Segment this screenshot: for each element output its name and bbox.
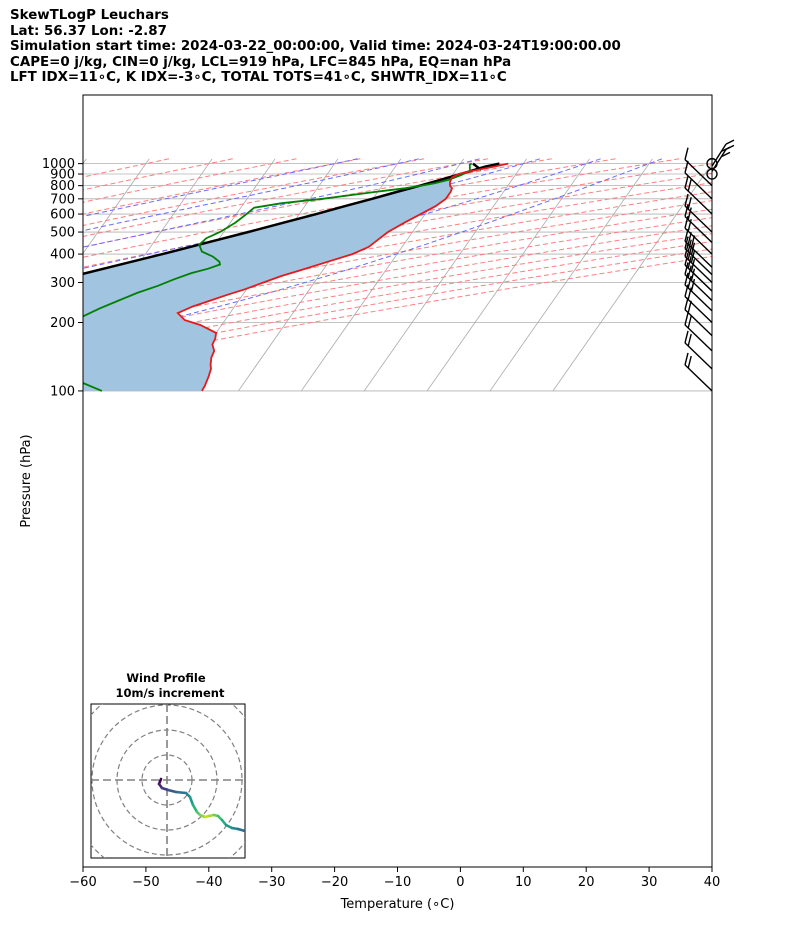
dewpoint-line [83, 162, 473, 392]
hodograph-trace [166, 788, 178, 794]
moist-adiabat [83, 158, 420, 232]
hodograph-trace [188, 795, 195, 807]
x-tick-label: −40 [195, 875, 222, 890]
y-tick-label: 700 [50, 192, 75, 207]
title-location: Lat: 56.37 Lon: -2.87 [10, 23, 167, 39]
x-tick-label: 30 [641, 875, 658, 890]
wind-barb [684, 147, 713, 187]
isotherm-line [0, 159, 23, 391]
sounding-profiles [83, 162, 509, 392]
hodograph-inset: Wind Profile 10m/s increment [90, 671, 246, 859]
title-times: Simulation start time: 2024-03-22_00:00:… [10, 39, 621, 55]
wind-barb [684, 262, 713, 301]
y-tick-label: 1000 [42, 157, 75, 172]
y-tick-label: 600 [50, 208, 75, 223]
wind-barb [684, 175, 713, 215]
hodograph-trace [174, 790, 188, 795]
x-tick-label: −60 [69, 875, 96, 890]
x-tick-label: 40 [704, 875, 721, 890]
x-tick-label: 0 [456, 875, 464, 890]
moist-adiabat [83, 158, 480, 248]
dry-adiabat [83, 240, 712, 353]
x-tick-label: −10 [384, 875, 411, 890]
isotherm-line [552, 162, 712, 392]
wind-barb [684, 312, 713, 352]
y-tick-label: 800 [50, 179, 75, 194]
title-indices-1: CAPE=0 j/kg, CIN=0 j/kg, LCL=919 hPa, LF… [10, 54, 512, 70]
y-tick-label: 200 [50, 316, 75, 331]
wind-barb [684, 193, 713, 233]
isotherm-line [426, 158, 590, 392]
hodograph-frame [90, 703, 246, 859]
wind-barb [684, 204, 713, 243]
y-tick-label: 900 [50, 168, 75, 183]
y-tick-label: 100 [50, 384, 75, 399]
dry-adiabat [83, 191, 712, 305]
dry-adiabat [83, 225, 712, 337]
chart-title: SkewTLogP Leuchars Lat: 56.37 Lon: -2.87… [10, 8, 790, 86]
stable-area-fill [83, 177, 452, 391]
dry-adiabat [83, 158, 488, 237]
x-tick-label: −30 [258, 875, 285, 890]
wind-barb [684, 352, 713, 392]
dry-adiabat [83, 158, 425, 226]
dry-adiabat [83, 158, 616, 258]
x-tick-label: 10 [515, 875, 532, 890]
hodograph-trace [191, 803, 199, 814]
x-axis-label: Temperature (∘C) [340, 897, 455, 912]
moist-adiabat [83, 158, 663, 341]
temperature-line [176, 162, 509, 392]
wind-barb [706, 157, 718, 170]
axes: Temperature (∘C) Pressure (hPa) −60 −50 −4… [19, 157, 720, 912]
dry-adiabat [83, 158, 297, 203]
x-tick-label: 20 [578, 875, 595, 890]
hodograph-subtitle: 10m/s increment [116, 686, 225, 700]
y-tick-label: 500 [50, 226, 75, 241]
wind-barbs [684, 139, 735, 392]
y-axis-label: Pressure (hPa) [19, 434, 34, 527]
isotherm-line [83, 158, 150, 255]
dry-adiabat [83, 158, 552, 248]
title-indices-2: LFT IDX=11∘C, K IDX=-3∘C, TOTAL TOTS=41∘… [10, 70, 507, 86]
wind-barb [684, 252, 713, 292]
isotherm-line [489, 158, 653, 392]
wind-barb [711, 139, 735, 167]
dry-adiabat [83, 158, 233, 191]
y-tick-label: 400 [50, 248, 75, 263]
y-tick-label: 300 [50, 276, 75, 291]
x-tick-label: −50 [132, 875, 159, 890]
dry-adiabat [83, 248, 712, 360]
moist-adiabat [83, 158, 601, 298]
title-station: SkewTLogP Leuchars [10, 8, 169, 23]
wind-barb [684, 272, 713, 312]
hodograph-title: Wind Profile [126, 671, 206, 685]
isotherm-line [363, 158, 527, 392]
wind-barb [684, 330, 713, 370]
x-tick-label: −20 [321, 875, 348, 890]
